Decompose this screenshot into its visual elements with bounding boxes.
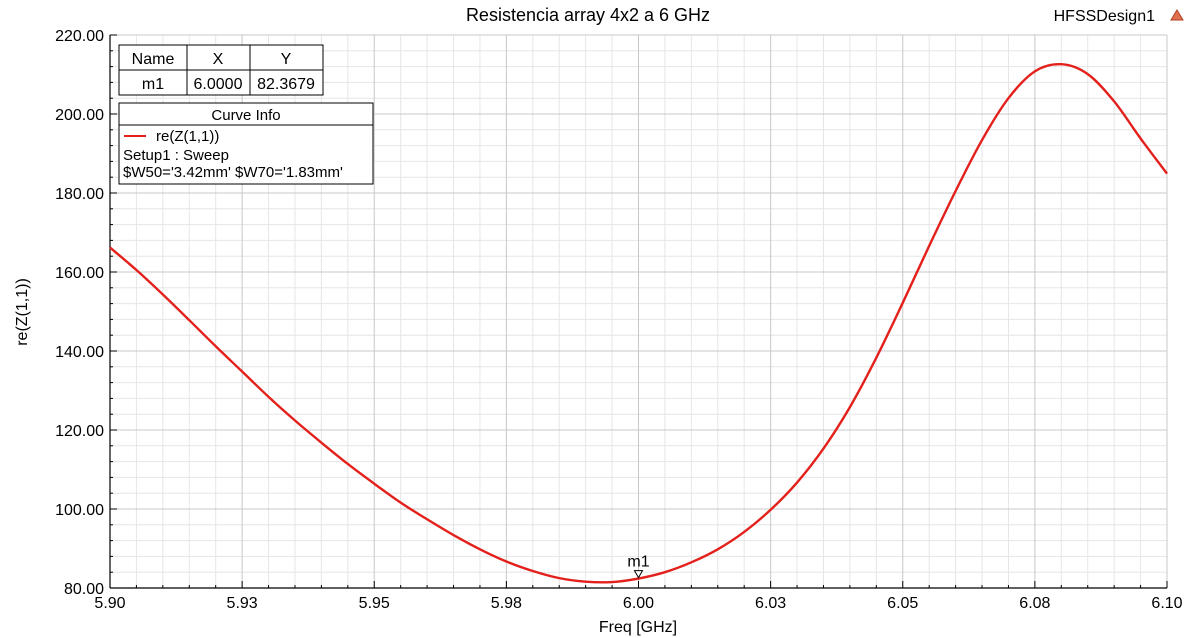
y-tick-label: 140.00	[55, 344, 104, 361]
marker-label: m1	[627, 554, 649, 571]
y-axis-label: re(Z(1,1))	[14, 278, 31, 346]
warning-icon	[1170, 9, 1184, 21]
chart-title: Resistencia array 4x2 a 6 GHz	[466, 5, 710, 25]
marker-table-cell-x: 6.0000	[194, 76, 243, 93]
y-tick-label: 160.00	[55, 265, 104, 282]
marker: m1	[627, 554, 650, 579]
tick-labels: 5.90 5.93 5.95 5.98 6.00 6.03 6.05 6.08 6.10 80.0…	[55, 28, 1183, 612]
y-tick-label: 80.00	[64, 581, 104, 598]
y-tick-label: 120.00	[55, 423, 104, 440]
x-tick-label: 5.93	[227, 595, 258, 612]
x-tick-label: 5.98	[491, 595, 522, 612]
x-tick-label: 5.95	[359, 595, 390, 612]
y-tick-label: 200.00	[55, 107, 104, 124]
marker-table-header-name: Name	[132, 51, 175, 68]
legend-setup-line: Setup1 : Sweep	[123, 147, 229, 164]
y-tick-label: 100.00	[55, 502, 104, 519]
legend-series-label: re(Z(1,1))	[156, 128, 219, 145]
design-name: HFSSDesign1	[1054, 8, 1155, 25]
marker-triangle	[633, 570, 644, 579]
marker-table-header-y: Y	[281, 51, 292, 68]
y-tick-label: 220.00	[55, 28, 104, 45]
x-axis-label: Freq [GHz]	[599, 619, 677, 636]
x-tick-label: 6.10	[1151, 595, 1182, 612]
x-tick-label: 6.05	[887, 595, 918, 612]
axes	[109, 34, 1168, 589]
marker-table-cell-name: m1	[142, 76, 164, 93]
marker-table-cell-y: 82.3679	[257, 76, 315, 93]
curve-info-legend[interactable]: Curve Info re(Z(1,1)) Setup1 : Sweep $W5…	[118, 102, 374, 185]
x-tick-label: 6.03	[755, 595, 786, 612]
x-tick-label: 6.00	[623, 595, 654, 612]
marker-table[interactable]: Name X Y m1 6.0000 82.3679	[118, 44, 324, 96]
curve-info-title: Curve Info	[211, 107, 280, 124]
x-tick-label: 5.90	[94, 595, 125, 612]
legend-params-line: $W50='3.42mm' $W70='1.83mm'	[123, 164, 343, 181]
y-tick-label: 180.00	[55, 186, 104, 203]
x-tick-label: 6.08	[1019, 595, 1050, 612]
marker-table-header-x: X	[213, 51, 224, 68]
